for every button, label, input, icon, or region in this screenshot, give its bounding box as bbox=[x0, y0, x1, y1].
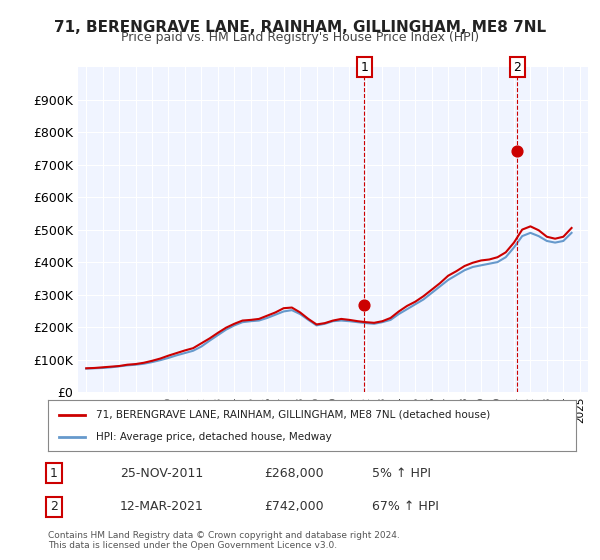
Point bbox=[512, 147, 522, 156]
Text: HPI: Average price, detached house, Medway: HPI: Average price, detached house, Medw… bbox=[95, 432, 331, 442]
Text: 2: 2 bbox=[50, 500, 58, 514]
Point bbox=[359, 301, 369, 310]
Text: Contains HM Land Registry data © Crown copyright and database right 2024.
This d: Contains HM Land Registry data © Crown c… bbox=[48, 530, 400, 550]
Text: 71, BERENGRAVE LANE, RAINHAM, GILLINGHAM, ME8 7NL (detached house): 71, BERENGRAVE LANE, RAINHAM, GILLINGHAM… bbox=[95, 409, 490, 419]
Text: 12-MAR-2021: 12-MAR-2021 bbox=[120, 500, 204, 514]
Text: 25-NOV-2011: 25-NOV-2011 bbox=[120, 466, 203, 480]
Text: Price paid vs. HM Land Registry's House Price Index (HPI): Price paid vs. HM Land Registry's House … bbox=[121, 31, 479, 44]
Text: 2: 2 bbox=[514, 60, 521, 74]
Text: 5% ↑ HPI: 5% ↑ HPI bbox=[372, 466, 431, 480]
Text: 67% ↑ HPI: 67% ↑ HPI bbox=[372, 500, 439, 514]
Text: 1: 1 bbox=[50, 466, 58, 480]
Text: 71, BERENGRAVE LANE, RAINHAM, GILLINGHAM, ME8 7NL: 71, BERENGRAVE LANE, RAINHAM, GILLINGHAM… bbox=[54, 20, 546, 35]
Text: 1: 1 bbox=[361, 60, 368, 74]
Text: £742,000: £742,000 bbox=[264, 500, 323, 514]
Text: £268,000: £268,000 bbox=[264, 466, 323, 480]
